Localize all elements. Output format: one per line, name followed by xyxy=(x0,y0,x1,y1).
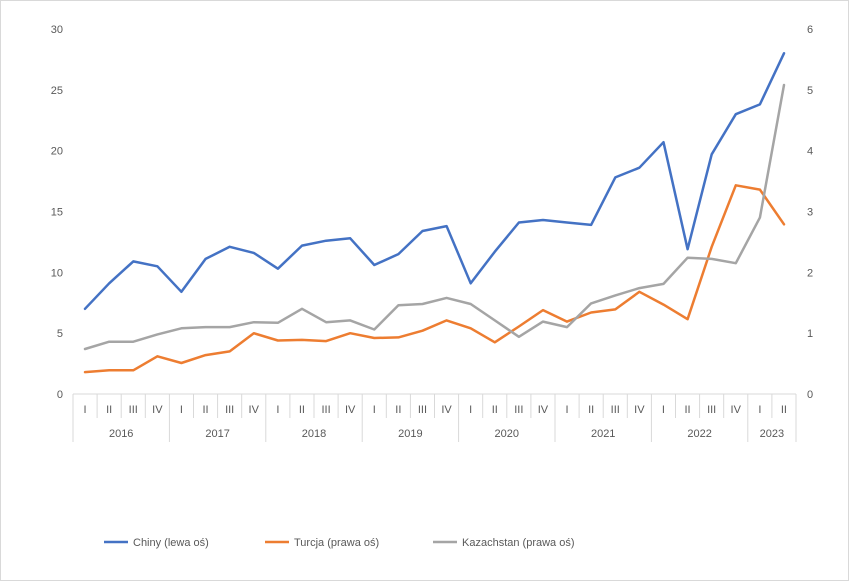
quarter-label: III xyxy=(129,404,138,416)
quarter-label: IV xyxy=(731,404,742,416)
right-tick-label: 0 xyxy=(807,389,813,401)
quarter-label: IV xyxy=(538,404,549,416)
quarter-label: IV xyxy=(441,404,452,416)
left-tick-label: 30 xyxy=(51,24,63,36)
quarter-label: II xyxy=(492,404,498,416)
quarter-label: III xyxy=(707,404,716,416)
quarter-label: IV xyxy=(152,404,163,416)
quarter-label: I xyxy=(180,404,183,416)
quarter-label: II xyxy=(202,404,208,416)
x-axis: I II III IV I II III IV I II III IV I II III IV I II III IV… xyxy=(72,393,797,442)
quarter-label: I xyxy=(662,404,665,416)
right-axis: 0 1 2 3 4 5 6 xyxy=(807,24,813,401)
left-axis: 0 5 10 15 20 25 30 xyxy=(51,24,63,401)
year-label: 2020 xyxy=(495,428,519,440)
left-tick-label: 10 xyxy=(51,267,63,279)
quarter-label: II xyxy=(588,404,594,416)
left-tick-label: 25 xyxy=(51,85,63,97)
quarter-label: I xyxy=(469,404,472,416)
quarter-label: I xyxy=(84,404,87,416)
year-label: 2018 xyxy=(302,428,326,440)
quarter-label: III xyxy=(418,404,427,416)
left-tick-label: 5 xyxy=(57,328,63,340)
legend-label: Kazachstan (prawa oś) xyxy=(462,537,575,549)
quarter-label: III xyxy=(611,404,620,416)
year-label: 2022 xyxy=(687,428,711,440)
left-tick-label: 15 xyxy=(51,207,63,219)
right-tick-label: 1 xyxy=(807,328,813,340)
quarter-label: III xyxy=(321,404,330,416)
quarter-label: I xyxy=(276,404,279,416)
quarter-label: II xyxy=(395,404,401,416)
right-tick-label: 5 xyxy=(807,85,813,97)
quarter-label: III xyxy=(225,404,234,416)
left-tick-label: 20 xyxy=(51,146,63,158)
quarter-label: IV xyxy=(345,404,356,416)
quarter-label: I xyxy=(758,404,761,416)
legend: Chiny (lewa oś) Turcja (prawa oś) Kazachst… xyxy=(104,537,575,549)
quarter-label: II xyxy=(106,404,112,416)
quarter-label: I xyxy=(373,404,376,416)
quarter-label: II xyxy=(781,404,787,416)
right-tick-label: 4 xyxy=(807,146,813,158)
quarter-label: IV xyxy=(249,404,260,416)
year-label: 2023 xyxy=(760,428,784,440)
right-tick-label: 2 xyxy=(807,267,813,279)
quarter-label: I xyxy=(566,404,569,416)
right-tick-label: 3 xyxy=(807,207,813,219)
quarter-label: III xyxy=(514,404,523,416)
quarter-label: II xyxy=(299,404,305,416)
series-line-1 xyxy=(83,52,786,311)
series-line-2 xyxy=(83,184,786,374)
series-line-3 xyxy=(83,83,786,351)
left-tick-label: 0 xyxy=(57,389,63,401)
legend-label: Turcja (prawa oś) xyxy=(294,537,379,549)
quarter-label: II xyxy=(684,404,690,416)
year-label: 2019 xyxy=(398,428,422,440)
right-tick-label: 6 xyxy=(807,24,813,36)
year-label: 2017 xyxy=(205,428,229,440)
year-label: 2016 xyxy=(109,428,133,440)
legend-label: Chiny (lewa oś) xyxy=(133,537,209,549)
quarter-label: IV xyxy=(634,404,645,416)
series-layer xyxy=(83,52,786,374)
year-label: 2021 xyxy=(591,428,615,440)
